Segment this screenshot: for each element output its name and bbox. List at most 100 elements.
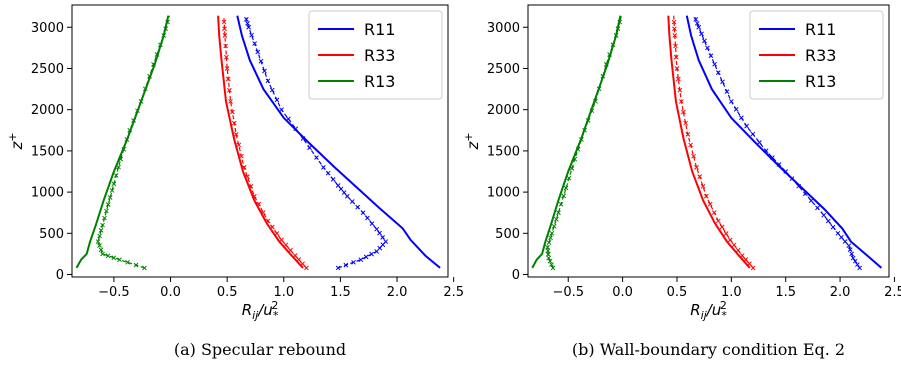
series-marker [239, 153, 244, 159]
series-marker [712, 61, 717, 67]
series-marker [747, 261, 752, 267]
series-marker [377, 230, 382, 236]
chart-panel-a: −0.5 0.0 0.5 1.0 1.5 2.0 2.5 0 500 1000 1500 2000 2… [6, 4, 464, 359]
y-tick-label: 1500 [487, 144, 520, 159]
series-marker [286, 116, 291, 122]
y-tick-label: 500 [39, 227, 64, 242]
series-marker [147, 73, 152, 79]
series-marker [593, 99, 598, 104]
y-tick-label: 2000 [31, 103, 64, 118]
series-marker [113, 173, 119, 178]
series-marker [750, 265, 756, 271]
series-marker [105, 253, 111, 259]
series-marker [615, 26, 621, 32]
series-marker [97, 233, 102, 239]
series-marker [723, 231, 729, 236]
series-marker [596, 86, 602, 92]
series-marker [380, 235, 385, 240]
series-marker [330, 176, 336, 182]
series-marker [154, 52, 160, 57]
series-marker [554, 216, 559, 222]
series-marker [677, 87, 683, 93]
series-marker [269, 87, 275, 93]
x-axis-label: Rij/u*2 [242, 299, 279, 322]
series-marker [314, 155, 319, 160]
series-marker [603, 61, 609, 67]
series-marker [558, 201, 564, 207]
series-marker [727, 237, 733, 243]
series-marker [545, 252, 551, 257]
series-marker [369, 251, 374, 257]
series-marker [227, 87, 232, 93]
x-tick-label: 0.0 [160, 285, 181, 300]
x-tick-label: 2.0 [830, 285, 851, 300]
series-marker [98, 227, 104, 233]
series-marker [685, 132, 691, 137]
x-tick-label: −0.5 [552, 285, 584, 300]
series-marker [349, 199, 355, 204]
series-marker [265, 78, 271, 84]
series-marker [783, 169, 789, 174]
series-marker [117, 257, 122, 263]
series-marker [274, 231, 280, 236]
series-marker [546, 240, 552, 245]
series-marker [321, 165, 326, 170]
data-lines [531, 15, 883, 271]
series-marker [821, 212, 827, 218]
y-ticks: 0 500 1000 1500 2000 2500 3000 [487, 21, 528, 283]
series-marker [750, 131, 756, 137]
series-marker [100, 222, 105, 228]
legend-label-r33: R33 [364, 46, 395, 65]
x-tick-label: −0.5 [98, 285, 130, 300]
series-marker [293, 126, 299, 132]
x-tick-label: 1.0 [273, 285, 294, 300]
series-marker [223, 43, 228, 49]
series-marker [228, 99, 233, 104]
y-ticks: 0 500 1000 1500 2000 2500 3000 [31, 21, 72, 283]
series-marker [222, 33, 228, 38]
series-marker [231, 120, 237, 126]
series-marker [360, 210, 366, 216]
series-marker [222, 26, 227, 32]
series-marker [116, 164, 121, 170]
series-marker [678, 99, 684, 104]
y-tick-label: 1000 [31, 186, 64, 201]
x-tick-label: 2.5 [884, 285, 901, 300]
series-marker [671, 19, 677, 25]
series-marker [165, 19, 170, 25]
series-marker [358, 257, 364, 263]
legend-label-r11: R11 [364, 20, 395, 39]
series-marker [251, 193, 257, 199]
series-marker [802, 191, 808, 197]
y-tick-label: 2500 [487, 62, 520, 77]
series-marker [131, 118, 136, 123]
series-marker [739, 115, 744, 121]
series-marker [111, 255, 117, 261]
caption-a: (a) Specular rebound [174, 340, 346, 359]
series-marker [127, 127, 133, 133]
series-marker [688, 142, 693, 148]
series-marker [335, 265, 341, 271]
series-marker [847, 247, 853, 252]
series-marker [711, 210, 717, 215]
series-marker [245, 174, 250, 179]
series-marker [255, 49, 261, 55]
series-marker [245, 20, 250, 26]
series-marker [703, 193, 709, 199]
series-line-r13 [531, 15, 622, 269]
series-marker [674, 66, 680, 71]
series-marker [550, 265, 556, 271]
y-tick-label: 1000 [487, 186, 520, 201]
series-marker [269, 224, 275, 230]
series-marker [97, 243, 102, 248]
series-marker [694, 165, 699, 170]
x-ticks: −0.5 0.0 0.5 1.0 1.5 2.0 2.5 [552, 277, 901, 300]
y-tick-label: 2000 [487, 103, 520, 118]
series-marker [307, 145, 312, 151]
series-marker [95, 239, 101, 244]
legend: R11 R33 R13 [308, 10, 443, 100]
series-marker [274, 97, 280, 103]
series-marker [325, 170, 331, 176]
series-marker [707, 201, 713, 207]
series-marker [776, 162, 782, 167]
